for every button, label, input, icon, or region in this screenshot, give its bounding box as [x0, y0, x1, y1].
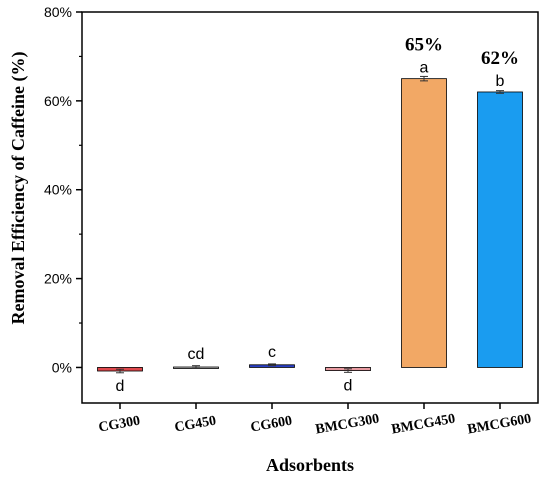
group-letter: d — [116, 378, 125, 395]
x-tick-label: CG300 — [97, 414, 141, 436]
y-tick-label: 40% — [44, 182, 72, 198]
group-letter: b — [496, 73, 505, 90]
plot-frame — [81, 11, 539, 404]
x-tick-label: BMCG450 — [390, 412, 456, 438]
axes-layer: 0% 20% 40% 60% 80% — [44, 4, 539, 409]
x-axis-title: Adsorbents — [266, 455, 354, 475]
x-tick-label: CG600 — [249, 414, 293, 436]
bars-layer — [97, 75, 523, 374]
x-tick-label: CG450 — [173, 414, 217, 436]
y-axis-title: Removal Efficiency of Caffeine (%) — [8, 52, 29, 325]
y-tick-label: 60% — [44, 93, 72, 109]
x-tick-label: BMCG600 — [466, 412, 532, 438]
value-label: 62% — [481, 48, 519, 69]
y-tick-label: 80% — [44, 4, 72, 20]
group-letter: a — [420, 60, 429, 77]
y-tick-label: 20% — [44, 271, 72, 287]
x-tick-label: BMCG300 — [314, 412, 380, 438]
y-tick-label: 0% — [52, 359, 72, 375]
group-letter: cd — [188, 346, 205, 363]
labels-layer: CG300 d CG450 cd CG600 c BMCG300 d BMCG450 a 65% BM… — [97, 35, 532, 438]
bar — [477, 91, 523, 368]
value-label: 65% — [405, 35, 443, 56]
group-letter: c — [268, 344, 276, 361]
group-letter: d — [344, 378, 353, 395]
bar — [401, 78, 447, 368]
